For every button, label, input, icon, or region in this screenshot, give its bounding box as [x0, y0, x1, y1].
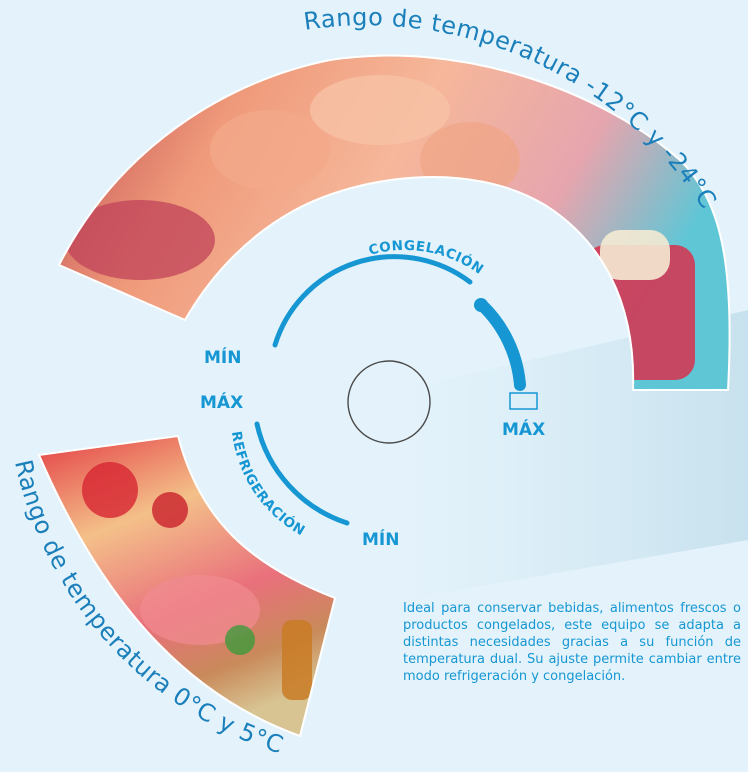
fridge-min-label: MÍN [362, 528, 399, 550]
freeze-max-label: MÁX [502, 418, 545, 440]
top-photo [59, 55, 730, 390]
freeze-knob [474, 298, 488, 312]
freeze-arc-thick [476, 299, 526, 391]
freeze-arc [272, 254, 473, 348]
description-text: Ideal para conservar bebidas, alimentos … [403, 601, 741, 684]
fridge-arc [254, 421, 350, 526]
fridge-mode-label: REFRIGERACIÓN [228, 430, 308, 539]
max-marker-icon [509, 392, 538, 410]
fridge-max-label: MÁX [200, 391, 243, 413]
freeze-min-label: MÍN [204, 346, 241, 368]
thermostat-dial-icon [347, 360, 431, 444]
